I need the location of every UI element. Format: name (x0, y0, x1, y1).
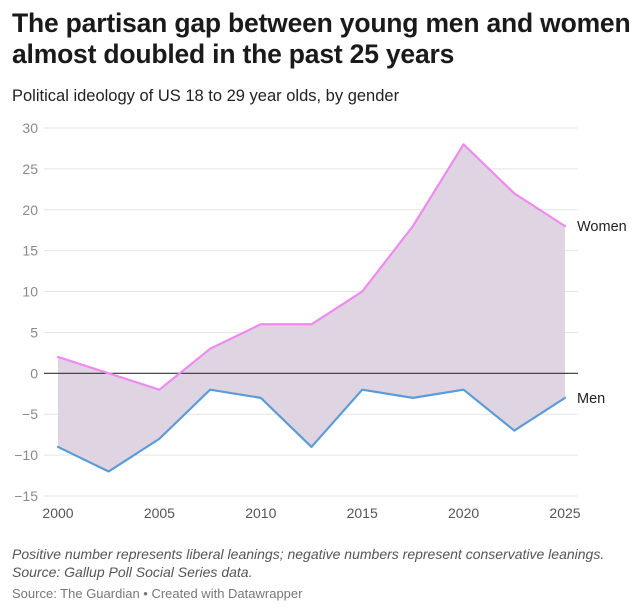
footer-credit: Source: The Guardian • Created with Data… (12, 586, 303, 601)
y-tick-label: 10 (22, 284, 38, 300)
x-tick-label: 2005 (144, 505, 175, 521)
x-tick-label: 2000 (42, 505, 73, 521)
series-line-women (56, 143, 567, 391)
chart-title: The partisan gap between young men and w… (12, 8, 631, 69)
series-label-men: Men (577, 391, 605, 407)
source-note: Source: Gallup Poll Social Series data. (12, 564, 253, 580)
y-tick-label: 20 (22, 202, 38, 218)
y-tick-label: 0 (30, 365, 38, 381)
y-tick-label: 25 (22, 161, 38, 177)
note-text: Positive number represents liberal leani… (12, 546, 605, 562)
series-line-men (56, 388, 567, 473)
x-tick-label: 2020 (448, 505, 479, 521)
series-label-women: Women (577, 219, 627, 235)
chart-subtitle: Political ideology of US 18 to 29 year o… (12, 87, 400, 105)
y-tick-label: −10 (14, 447, 38, 463)
y-tick-label: 30 (22, 120, 38, 136)
chart-notes: Positive number represents liberal leani… (12, 545, 604, 581)
x-tick-label: 2010 (245, 505, 276, 521)
x-tick-label: 2025 (549, 505, 580, 521)
y-tick-label: 15 (22, 243, 38, 259)
y-tick-label: −15 (14, 488, 38, 504)
gap-area (58, 144, 565, 472)
y-tick-label: −5 (22, 406, 38, 422)
y-tick-label: 5 (30, 324, 38, 340)
x-tick-label: 2015 (347, 505, 378, 521)
